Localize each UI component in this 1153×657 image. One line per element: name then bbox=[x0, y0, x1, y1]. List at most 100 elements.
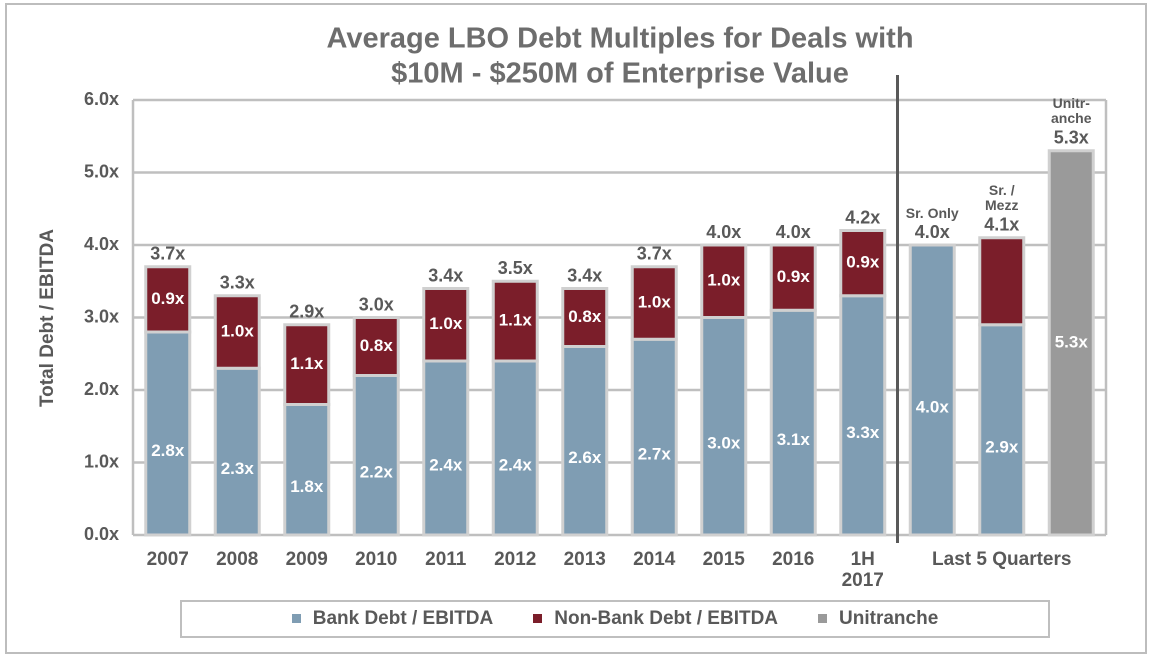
value-label: 2.9x bbox=[985, 437, 1019, 456]
bar-segment bbox=[630, 337, 678, 537]
value-label: 3.3x bbox=[846, 423, 880, 442]
total-label: 3.3x bbox=[220, 273, 255, 293]
x-tick-label: 2015 bbox=[702, 549, 745, 570]
total-label: 3.4x bbox=[567, 265, 602, 285]
value-label: 0.9x bbox=[151, 289, 185, 308]
bar-segment bbox=[769, 243, 817, 312]
value-label: 0.9x bbox=[846, 253, 880, 272]
value-label: 0.8x bbox=[568, 307, 602, 326]
value-label: 0.8x bbox=[360, 336, 394, 355]
total-label: 5.3x bbox=[1054, 128, 1089, 148]
bar-segment bbox=[422, 359, 470, 537]
total-label: 3.4x bbox=[428, 265, 463, 285]
bar-segment bbox=[630, 265, 678, 341]
value-label: 1.0x bbox=[429, 314, 463, 333]
total-label: 3.7x bbox=[150, 244, 185, 264]
bar-header: Sr. / Mezz bbox=[985, 181, 1019, 214]
total-label: 4.2x bbox=[845, 207, 880, 227]
x-tick-label: 1H 2017 bbox=[841, 549, 884, 591]
total-label: 4.0x bbox=[706, 222, 741, 242]
value-label: 1.0x bbox=[638, 292, 672, 311]
bar-segment bbox=[213, 294, 261, 370]
bar-segment bbox=[422, 287, 470, 363]
y-tick-label: 5.0x bbox=[84, 161, 119, 181]
value-label: 1.0x bbox=[707, 271, 741, 290]
bar-segment bbox=[839, 294, 887, 537]
y-tick-label: 3.0x bbox=[84, 306, 119, 326]
x-tick-label: 2007 bbox=[146, 549, 189, 570]
x-tick-label: 2011 bbox=[425, 549, 467, 570]
y-tick-label: 0.0x bbox=[84, 524, 119, 544]
y-tick-label: 2.0x bbox=[84, 379, 119, 399]
chart-subtitle: $10M - $250M of Enterprise Value bbox=[391, 58, 849, 90]
bar-segment bbox=[769, 308, 817, 537]
value-label: 2.8x bbox=[151, 441, 185, 460]
value-label: 5.3x bbox=[1055, 332, 1089, 351]
x-tick-label: 2008 bbox=[216, 549, 259, 570]
x-tick-label: 2009 bbox=[285, 549, 328, 570]
value-label: 2.3x bbox=[221, 459, 255, 478]
legend-swatch bbox=[818, 614, 828, 624]
y-tick-label: 6.0x bbox=[84, 89, 119, 109]
x-tick-label: 2016 bbox=[772, 549, 815, 570]
bar-segment bbox=[839, 229, 887, 298]
total-label: 4.1x bbox=[984, 215, 1019, 235]
y-axis-label: Total Debt / EBITDA bbox=[37, 229, 58, 407]
total-label: 4.0x bbox=[776, 222, 811, 242]
bar-header: Sr. Only bbox=[905, 204, 959, 221]
legend-label: Non-Bank Debt / EBITDA bbox=[554, 608, 779, 629]
bar-segment bbox=[978, 323, 1026, 537]
value-label: 2.6x bbox=[568, 448, 602, 467]
total-label: 3.7x bbox=[637, 244, 672, 264]
value-label: 2.4x bbox=[499, 455, 533, 474]
value-label: 1.8x bbox=[290, 477, 324, 496]
bar-segment bbox=[144, 330, 192, 537]
bar-header: Unitr- anche bbox=[1051, 94, 1092, 127]
legend-swatch bbox=[291, 614, 301, 624]
value-label: 2.4x bbox=[429, 455, 463, 474]
bar-segment bbox=[352, 374, 400, 537]
legend-label: Unitranche bbox=[839, 608, 939, 629]
bar-segment bbox=[978, 236, 1026, 327]
value-label: 4.0x bbox=[916, 397, 950, 416]
value-label: 3.0x bbox=[707, 434, 741, 453]
bar-segment bbox=[213, 366, 261, 537]
bar-segment bbox=[144, 265, 192, 334]
value-label: 2.2x bbox=[360, 463, 394, 482]
bar-segment bbox=[700, 316, 748, 537]
legend-item: Unitranche bbox=[818, 608, 938, 630]
total-label: 3.0x bbox=[359, 294, 394, 314]
bar-segment bbox=[561, 287, 609, 348]
x-tick-label: 2010 bbox=[355, 549, 398, 570]
x-tick-label: 2013 bbox=[563, 549, 606, 570]
bar-segment bbox=[283, 323, 331, 406]
y-tick-label: 1.0x bbox=[84, 451, 119, 471]
legend: Bank Debt / EBITDA Non-Bank Debt / EBITDA… bbox=[180, 600, 1050, 638]
x-tick-label: 2012 bbox=[494, 549, 537, 570]
total-label: 2.9x bbox=[289, 302, 324, 322]
legend-label: Bank Debt / EBITDA bbox=[312, 608, 494, 629]
bar-segment bbox=[700, 243, 748, 319]
value-label: 1.0x bbox=[221, 321, 255, 340]
total-label: 4.0x bbox=[915, 222, 950, 242]
value-label: 1.1x bbox=[290, 354, 324, 373]
frame bbox=[5, 3, 1147, 654]
bar-segment bbox=[352, 316, 400, 377]
y-tick-label: 4.0x bbox=[84, 234, 119, 254]
value-label: 3.1x bbox=[777, 430, 811, 449]
bar-segment bbox=[491, 359, 539, 537]
chart-title: Average LBO Debt Multiples for Deals wit… bbox=[326, 23, 913, 55]
bar-segment bbox=[1047, 149, 1095, 537]
bar-segment bbox=[908, 243, 956, 537]
bar-segment bbox=[561, 345, 609, 537]
value-label: 2.7x bbox=[638, 445, 672, 464]
legend-item: Non-Bank Debt / EBITDA bbox=[533, 608, 778, 630]
bar-segment bbox=[491, 279, 539, 363]
total-label: 3.5x bbox=[498, 258, 533, 278]
bar-segment bbox=[283, 403, 331, 537]
legend-swatch bbox=[533, 614, 543, 624]
value-label: 1.1x bbox=[499, 311, 533, 330]
value-label: 0.9x bbox=[777, 267, 811, 286]
